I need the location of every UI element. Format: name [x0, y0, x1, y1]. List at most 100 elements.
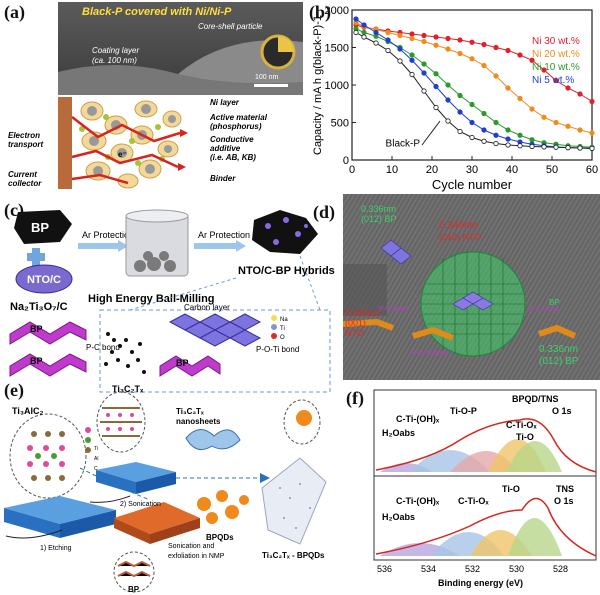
point-4-9: [457, 128, 463, 135]
point-4-5: [409, 71, 415, 78]
point-1-3: [385, 29, 391, 36]
point-1-7: [433, 42, 439, 48]
tem-d1b: (012) BP: [361, 214, 397, 224]
xps-top-peak-1: C-Ti-(OH)ₓ: [396, 414, 440, 424]
point-1-16: [541, 114, 547, 120]
electrode-schematic: [58, 97, 188, 189]
point-0-6: [421, 32, 427, 39]
panel-c: (c) BP NTO/C Na₂Ti₃O₇/C Ar Protection Hi…: [0, 194, 340, 394]
point-3-8: [445, 97, 451, 103]
point-2-7: [433, 71, 439, 77]
point-3-7: [433, 83, 439, 90]
black-p-annotation: Black-P: [386, 139, 421, 150]
electron-symbol: e⁻: [118, 150, 127, 159]
bp-small-1: BP: [30, 324, 43, 334]
nto-label: NTO/C: [27, 274, 61, 286]
point-3-12: [493, 132, 499, 138]
x-axis-label: Cycle number: [432, 177, 513, 192]
tem-overlay: [343, 239, 577, 357]
point-2-12: [493, 119, 499, 126]
sem-coating-label: Coating layer: [92, 46, 140, 55]
point-3-1: [361, 22, 367, 28]
point-0-7: [433, 34, 439, 40]
x-tick-label-6: 60: [586, 164, 598, 176]
point-4-0: [353, 29, 359, 36]
xps-bot-sub: O 1s: [554, 496, 574, 506]
label-b: (b): [309, 2, 331, 22]
legend-ni-layer: Ni layer: [210, 98, 239, 107]
tem-image: 0.336nm (012) BP 0.346nm (012) NTO 0.340…: [343, 194, 600, 380]
elem-ti: Ti: [280, 326, 285, 332]
xps-bot-peak-2: C-Ti-(OH)ₓ: [396, 496, 440, 506]
point-0-12: [493, 44, 499, 51]
point-0-13: [505, 47, 511, 54]
nanosheets-label-1: Ti₃C₂Tₓ: [176, 407, 204, 416]
nto-formula: Na₂Ti₃O₇/C: [10, 301, 68, 313]
electron-label-1: Electron: [8, 131, 41, 140]
point-2-8: [445, 82, 451, 88]
sonication-nmp-2: exfoliation in NMP: [168, 553, 225, 560]
point-1-20: [589, 130, 595, 136]
electron-label-2: transport: [8, 140, 44, 149]
point-4-8: [445, 118, 451, 124]
point-2-9: [457, 92, 463, 99]
tem-d3b: (001): [345, 318, 367, 328]
y-tick-label-3: 1500: [325, 43, 349, 55]
xps-xtick-1: 536: [377, 564, 392, 574]
capacity-chart: 0 10 20 30 40 50 60 0 500 1000 1500 2000 Cycle numbe…: [312, 5, 598, 192]
point-0-15: [529, 57, 535, 63]
tem-d1: 0.336nm: [361, 204, 397, 214]
point-4-10: [469, 134, 475, 141]
tem-d2: 0.346nm: [439, 220, 478, 231]
x-tick-label-5: 50: [546, 164, 558, 176]
point-1-15: [529, 106, 535, 112]
point-4-13: [505, 142, 511, 148]
xps-xtick-3: 532: [465, 564, 480, 574]
tem-d4: 0.336nm: [539, 344, 578, 355]
sem-image: Black-P covered with Ni/Ni-P Core-shell …: [58, 2, 303, 95]
point-4-2: [373, 40, 379, 46]
point-1-13: [505, 85, 511, 91]
point-2-10: [469, 101, 475, 108]
point-1-8: [445, 46, 451, 52]
label-d: (d): [313, 202, 335, 222]
label-a: (a): [4, 2, 25, 22]
bp-small-3: BP: [176, 358, 189, 368]
bp-chunk-label: BP: [31, 220, 49, 235]
xps-bot-title: TNS: [556, 484, 574, 494]
nanosheets-label-2: nanosheets: [176, 417, 221, 426]
sonication-label: 2) Sonication: [120, 501, 161, 508]
x-tick-label-2: 20: [426, 164, 438, 176]
point-4-3: [385, 47, 391, 54]
y-axis-label: Capacity / mA h g(black-P)-1: [312, 15, 324, 155]
point-0-20: [589, 98, 595, 105]
legend-entry-2: Ni 10 wt.%: [532, 62, 580, 73]
point-4-16: [541, 144, 547, 150]
sem-coating-sub: (ca. 100 nm): [92, 56, 137, 65]
point-4-7: [433, 104, 439, 111]
point-0-18: [565, 85, 571, 91]
legend-entry-3: Ni 5 wt.%: [532, 75, 574, 86]
tem-poti: P-O-Ti bond: [411, 350, 449, 357]
point-3-9: [457, 109, 463, 115]
panel-b: (b) 0 10 20 30 40 50 60 0 500 1000 1500 2000 Cycle n…: [305, 0, 600, 192]
tem-pc: P-C bond: [379, 306, 409, 313]
point-3-10: [469, 119, 475, 126]
point-1-11: [481, 62, 487, 69]
panel-f: (f) BPQD/TNS O 1s C-Ti-(OH)ₓ Ti-O-P C-Ti…: [340, 380, 600, 595]
legend-entry-1: Ni 20 wt.%: [532, 49, 580, 60]
point-0-5: [409, 31, 415, 37]
sem-core-shell-label: Core-shell particle: [198, 22, 263, 31]
point-3-6: [421, 70, 427, 76]
xps-xtick-5: 528: [553, 564, 568, 574]
bp-small-2: BP: [30, 356, 43, 366]
point-4-18: [565, 145, 571, 151]
y-tick-label-4: 2000: [325, 5, 349, 17]
point-2-14: [517, 132, 523, 138]
synthesis-schematic: BP NTO/C Na₂Ti₃O₇/C Ar Protection High E…: [9, 209, 335, 393]
point-3-5: [409, 57, 415, 63]
point-3-11: [481, 127, 487, 133]
point-1-4: [397, 32, 403, 39]
xps-top-peak-4: H₂Oabs: [382, 428, 415, 438]
x-tick-label-4: 40: [506, 164, 518, 176]
